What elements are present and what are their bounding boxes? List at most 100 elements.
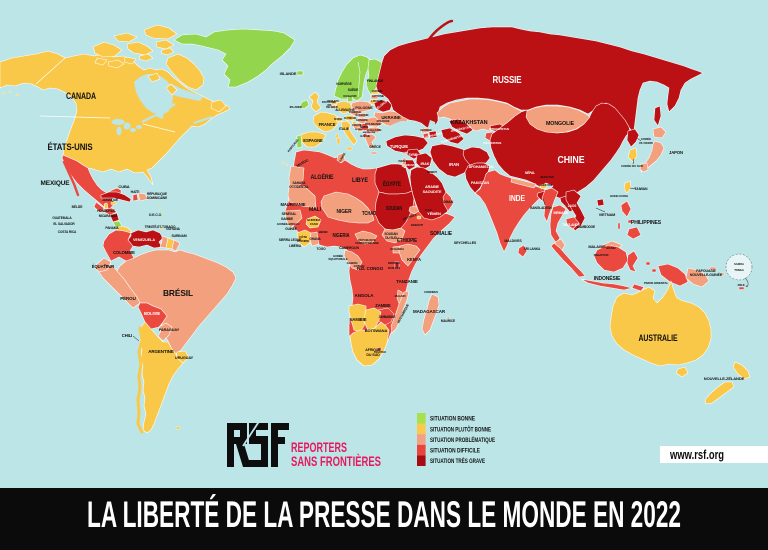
svg-text:COSTA RICA: COSTA RICA (58, 230, 77, 234)
svg-text:SIERRA LEONE: SIERRA LEONE (279, 238, 302, 242)
svg-text:ITALIE: ITALIE (339, 127, 350, 131)
svg-text:BHOUTAN: BHOUTAN (540, 183, 552, 187)
svg-text:SINGAPOUR: SINGAPOUR (594, 253, 609, 257)
svg-text:MALI: MALI (309, 207, 322, 213)
svg-text:KAZAKHSTAN: KAZAKHSTAN (451, 120, 488, 126)
svg-text:POLOGNE: POLOGNE (355, 106, 373, 110)
svg-text:RÉPUBLIQUE: RÉPUBLIQUE (358, 237, 376, 242)
svg-text:SUISSE: SUISSE (334, 118, 343, 121)
svg-text:BOSNIE: BOSNIE (355, 129, 363, 131)
svg-text:JAPON: JAPON (669, 150, 683, 155)
svg-text:GUATEMALA: GUATEMALA (52, 216, 72, 220)
svg-text:SERBIE: SERBIE (360, 126, 369, 129)
svg-text:TURQUIE: TURQUIE (390, 144, 408, 149)
svg-text:IRAN: IRAN (449, 162, 459, 167)
svg-text:TOGO: TOGO (317, 247, 327, 251)
svg-text:ÉTHIOPIE: ÉTHIOPIE (397, 236, 418, 244)
svg-text:BRUNEI: BRUNEI (606, 246, 616, 250)
svg-text:BÉNIN: BÉNIN (319, 229, 328, 234)
svg-text:SÉNÉGAL: SÉNÉGAL (282, 211, 297, 216)
svg-text:AFGHANISTAN: AFGHANISTAN (469, 165, 494, 169)
svg-text:TUNISIE: TUNISIE (338, 152, 347, 163)
svg-text:CENTRAFRICAINE: CENTRAFRICAINE (355, 241, 379, 245)
svg-text:INDE: INDE (509, 194, 526, 203)
svg-text:CONGO: CONGO (354, 264, 366, 268)
svg-text:LIBÉRIA: LIBÉRIA (289, 243, 302, 248)
svg-text:LESOTHO: LESOTHO (374, 350, 386, 354)
svg-text:HONG KONG: HONG KONG (610, 194, 629, 198)
svg-text:BOLIVIE: BOLIVIE (144, 311, 160, 316)
svg-text:YÉMEN: YÉMEN (427, 211, 441, 216)
svg-text:ROUMANIE: ROUMANIE (365, 122, 381, 126)
svg-text:SITUATION TRÈS GRAVE: SITUATION TRÈS GRAVE (430, 456, 486, 465)
svg-text:MAURITANIE: MAURITANIE (281, 202, 306, 207)
svg-text:ZIMBABWE: ZIMBABWE (379, 315, 396, 319)
svg-text:MALAISIE: MALAISIE (588, 245, 606, 249)
svg-text:SRI LANKA: SRI LANKA (524, 247, 541, 251)
svg-text:AZERBAÏDJAN: AZERBAÏDJAN (425, 131, 443, 139)
svg-text:AUTRICHE: AUTRICHE (344, 116, 357, 120)
svg-text:ÉQUATORIALE: ÉQUATORIALE (329, 256, 348, 261)
svg-text:CAMEROUN: CAMEROUN (339, 246, 359, 250)
svg-text:GUYANA: GUYANA (166, 227, 180, 231)
svg-text:VENEZUELA: VENEZUELA (133, 238, 155, 242)
svg-text:SAMOA: SAMOA (734, 262, 744, 266)
svg-text:SLOVAQUIE: SLOVAQUIE (355, 114, 369, 117)
svg-text:CAMBODGE: CAMBODGE (577, 225, 595, 229)
svg-text:ISLANDE: ISLANDE (280, 71, 297, 76)
svg-text:JAMAÏQUE: JAMAÏQUE (102, 198, 118, 202)
svg-text:JORDANIE: JORDANIE (403, 163, 418, 167)
svg-text:EL SALVADOR: EL SALVADOR (53, 222, 75, 226)
svg-text:PHILIPPINES: PHILIPPINES (631, 220, 662, 226)
svg-text:TONGA: TONGA (734, 268, 744, 272)
svg-text:TIMOR-ORIENTAL: TIMOR-ORIENTAL (644, 281, 669, 285)
svg-text:FASO: FASO (310, 222, 319, 226)
svg-text:TADJIKISTAN: TADJIKISTAN (483, 141, 501, 145)
svg-text:GRÈCE: GRÈCE (369, 144, 381, 149)
svg-text:NOUVELLE-ZÉLANDE: NOUVELLE-ZÉLANDE (704, 376, 745, 381)
svg-text:FRANCE: FRANCE (319, 122, 336, 127)
svg-text:GUINÉE-BISSAU: GUINÉE-BISSAU (277, 221, 300, 226)
svg-text:RÉPUBLIQUE: RÉPUBLIQUE (147, 191, 167, 196)
svg-text:LIBYE: LIBYE (352, 177, 369, 184)
svg-text:LAOS: LAOS (568, 204, 576, 208)
svg-text:MALAWI: MALAWI (395, 294, 406, 298)
svg-text:GAMBIE: GAMBIE (281, 217, 293, 221)
svg-text:ISRAËL: ISRAËL (399, 159, 408, 163)
svg-text:BULGARIE: BULGARIE (367, 128, 382, 132)
svg-text:HAÏTI: HAÏTI (131, 190, 140, 194)
svg-text:DOMINICAINE: DOMINICAINE (147, 196, 167, 200)
svg-text:ÉTATS-UNIS: ÉTATS-UNIS (48, 142, 93, 152)
svg-text:ARGENTINE: ARGENTINE (148, 349, 174, 354)
svg-text:CHILI: CHILI (122, 333, 132, 338)
svg-text:MAROC: MAROC (296, 158, 310, 168)
svg-text:DU NORD: DU NORD (639, 141, 653, 145)
svg-text:PANAMA: PANAMA (105, 226, 119, 230)
svg-text:CORÉE DU SUD: CORÉE DU SUD (621, 163, 644, 168)
svg-text:CUBA: CUBA (118, 184, 129, 189)
svg-text:PAYS-BAS: PAYS-BAS (327, 100, 339, 103)
svg-text:O.E.C.O: O.E.C.O (149, 213, 162, 217)
svg-text:SURINAM: SURINAM (171, 234, 186, 238)
svg-text:MONGOLIE: MONGOLIE (546, 121, 575, 127)
svg-text:SITUATION PLUTÔT BONNE: SITUATION PLUTÔT BONNE (430, 424, 492, 433)
svg-text:REPORTERS: REPORTERS (291, 439, 347, 455)
svg-text:COLOMBIE: COLOMBIE (113, 250, 135, 255)
svg-text:BELGIQUE: BELGIQUE (326, 106, 338, 109)
svg-text:MACÉDOINE: MACÉDOINE (363, 131, 376, 134)
svg-text:CROATIE: CROATIE (352, 124, 362, 127)
svg-text:PARAGUAY: PARAGUAY (159, 328, 180, 332)
svg-text:IRAK: IRAK (421, 162, 430, 166)
svg-text:NICARAGUA: NICARAGUA (99, 214, 118, 218)
svg-text:BHOUTAN: BHOUTAN (540, 175, 553, 179)
svg-text:ÉQUATEUR: ÉQUATEUR (92, 264, 114, 269)
svg-text:KIRGHIZISTAN: KIRGHIZISTAN (489, 127, 509, 131)
svg-text:SANS FRONTIÈRES: SANS FRONTIÈRES (291, 453, 381, 469)
svg-text:GABON: GABON (347, 261, 358, 265)
svg-text:BOTSWANA: BOTSWANA (365, 328, 388, 333)
svg-text:ALGÉRIE: ALGÉRIE (311, 172, 335, 181)
svg-text:BIRMANIE: BIRMANIE (554, 211, 569, 215)
svg-text:FIDJI: FIDJI (738, 283, 745, 287)
svg-text:KOWEÏT: KOWEÏT (427, 170, 437, 174)
svg-text:SITUATION DIFFICILE: SITUATION DIFFICILE (430, 448, 481, 455)
